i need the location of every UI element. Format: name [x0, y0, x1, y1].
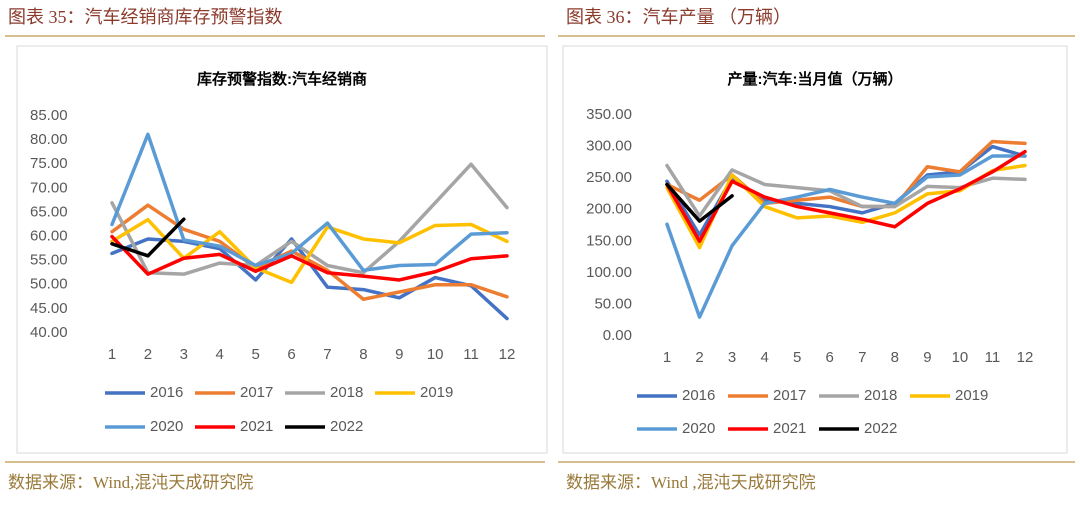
legend-label: 2019: [420, 384, 453, 401]
x-tick-label: 10: [427, 346, 444, 363]
y-tick-label: 55.00: [30, 252, 68, 269]
legend-label: 2018: [330, 384, 363, 401]
source-note: 数据来源：Wind,混沌天成研究院: [8, 473, 253, 492]
y-tick-label: 85.00: [30, 107, 68, 124]
x-tick-label: 4: [216, 346, 224, 363]
x-tick-label: 4: [760, 349, 768, 366]
x-tick-label: 3: [728, 349, 736, 366]
y-tick-label: 80.00: [30, 131, 68, 148]
y-tick-label: 200.00: [586, 201, 632, 218]
series-line: [110, 217, 186, 258]
legend-label: 2022: [864, 420, 897, 437]
x-tick-label: 5: [251, 346, 259, 363]
x-tick-label: 7: [858, 349, 866, 366]
x-tick-label: 5: [793, 349, 801, 366]
y-tick-label: 0.00: [603, 327, 632, 344]
chart-title: 库存预警指数:汽车经销商: [197, 70, 367, 88]
legend-label: 2020: [150, 418, 183, 435]
x-tick-label: 3: [180, 346, 188, 363]
legend-label: 2018: [864, 387, 897, 404]
x-tick-label: 11: [985, 349, 1001, 366]
legend-label: 2020: [682, 420, 715, 437]
legend-label: 2022: [330, 418, 363, 435]
legend-label: 2016: [150, 384, 183, 401]
figure-caption: 图表 36：汽车产量 （万辆）: [566, 7, 791, 27]
legend-label: 2016: [682, 387, 715, 404]
y-tick-label: 70.00: [30, 179, 68, 196]
x-tick-label: 12: [499, 346, 516, 363]
x-tick-label: 12: [1017, 349, 1034, 366]
x-tick-label: 9: [395, 346, 403, 363]
x-tick-label: 1: [108, 346, 116, 363]
series-line: [665, 182, 734, 223]
y-tick-label: 100.00: [586, 264, 632, 281]
y-tick-label: 250.00: [586, 169, 632, 186]
y-tick-label: 300.00: [586, 138, 632, 155]
x-tick-label: 8: [359, 346, 367, 363]
series-line: [110, 132, 509, 273]
y-tick-label: 50.00: [30, 276, 68, 293]
x-tick-label: 9: [923, 349, 931, 366]
chart-title: 产量:汽车:当月值（万辆）: [728, 70, 903, 88]
series-line: [665, 149, 1027, 244]
x-tick-label: 10: [952, 349, 969, 366]
y-tick-label: 60.00: [30, 228, 68, 245]
y-tick-label: 40.00: [30, 324, 68, 341]
x-tick-label: 7: [323, 346, 331, 363]
legend-label: 2017: [240, 384, 273, 401]
series-line: [110, 217, 509, 285]
legend-label: 2021: [240, 418, 273, 435]
y-tick-label: 65.00: [30, 203, 68, 220]
x-tick-label: 6: [826, 349, 834, 366]
legend-label: 2021: [773, 420, 806, 437]
source-note: 数据来源：Wind ,混沌天成研究院: [566, 473, 816, 492]
figure-caption: 图表 35：汽车经销商库存预警指数: [8, 7, 283, 27]
legend-label: 2017: [773, 387, 806, 404]
series-line: [665, 154, 1027, 319]
series-line: [110, 234, 509, 282]
x-tick-label: 8: [891, 349, 899, 366]
y-tick-label: 350.00: [586, 106, 632, 123]
x-tick-label: 6: [287, 346, 295, 363]
legend-label: 2019: [955, 387, 988, 404]
chart-frame: [562, 45, 1068, 454]
y-tick-label: 75.00: [30, 155, 68, 172]
x-tick-label: 1: [663, 349, 671, 366]
x-tick-label: 2: [695, 349, 703, 366]
y-tick-label: 45.00: [30, 300, 68, 317]
x-tick-label: 2: [144, 346, 152, 363]
y-tick-label: 150.00: [586, 232, 632, 249]
y-tick-label: 50.00: [594, 295, 632, 312]
x-tick-label: 11: [463, 346, 479, 363]
